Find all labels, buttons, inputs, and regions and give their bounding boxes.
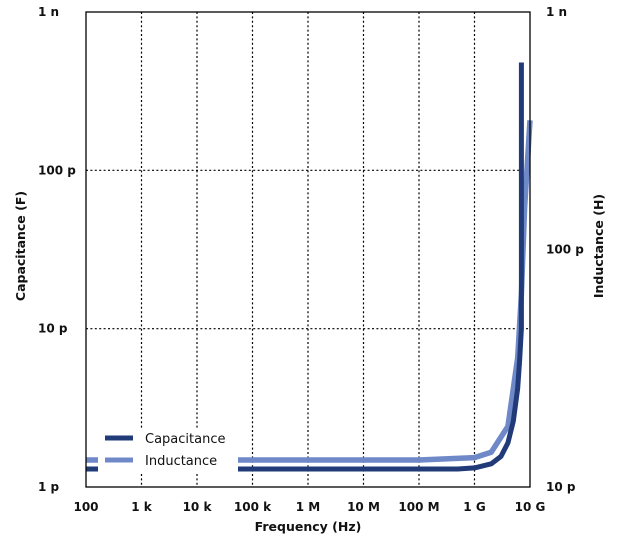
legend-background [98, 428, 238, 472]
right-y-tick-label: 1 n [546, 5, 567, 19]
left-y-tick-label: 1 n [38, 5, 59, 19]
x-tick-label: 100 [73, 500, 98, 514]
left-y-axis-title: Capacitance (F) [13, 191, 28, 301]
right-y-tick-label: 100 p [546, 243, 584, 257]
legend: Capacitance Inductance [98, 428, 238, 472]
x-tick-label: 10 M [347, 500, 380, 514]
left-y-tick-labels: 1 p 10 p 100 p 1 n [38, 5, 76, 494]
legend-label-capacitance: Capacitance [145, 432, 225, 447]
right-y-tick-label: 10 p [546, 480, 576, 494]
right-y-axis-title: Inductance (H) [591, 194, 606, 298]
right-y-tick-labels: 10 p 100 p 1 n [546, 5, 584, 494]
left-y-tick-label: 1 p [38, 480, 60, 494]
left-y-tick-label: 100 p [38, 163, 76, 177]
x-tick-label: 10 G [515, 500, 546, 514]
x-axis-title: Frequency (Hz) [255, 519, 362, 534]
x-tick-label: 1 k [131, 500, 153, 514]
x-tick-labels: 100 1 k 10 k 100 k 1 M 10 M 100 M 1 G 10 G [73, 500, 545, 514]
x-tick-label: 100 M [398, 500, 439, 514]
series-line-capacitance [86, 62, 524, 472]
plot-frame [85, 11, 531, 488]
x-tick-label: 10 k [183, 500, 213, 514]
x-tick-label: 1 M [296, 500, 320, 514]
x-tick-label: 100 k [234, 500, 272, 514]
legend-label-inductance: Inductance [145, 454, 217, 469]
left-y-tick-label: 10 p [38, 322, 68, 336]
gridlines [86, 12, 530, 487]
x-tick-label: 1 G [463, 500, 485, 514]
